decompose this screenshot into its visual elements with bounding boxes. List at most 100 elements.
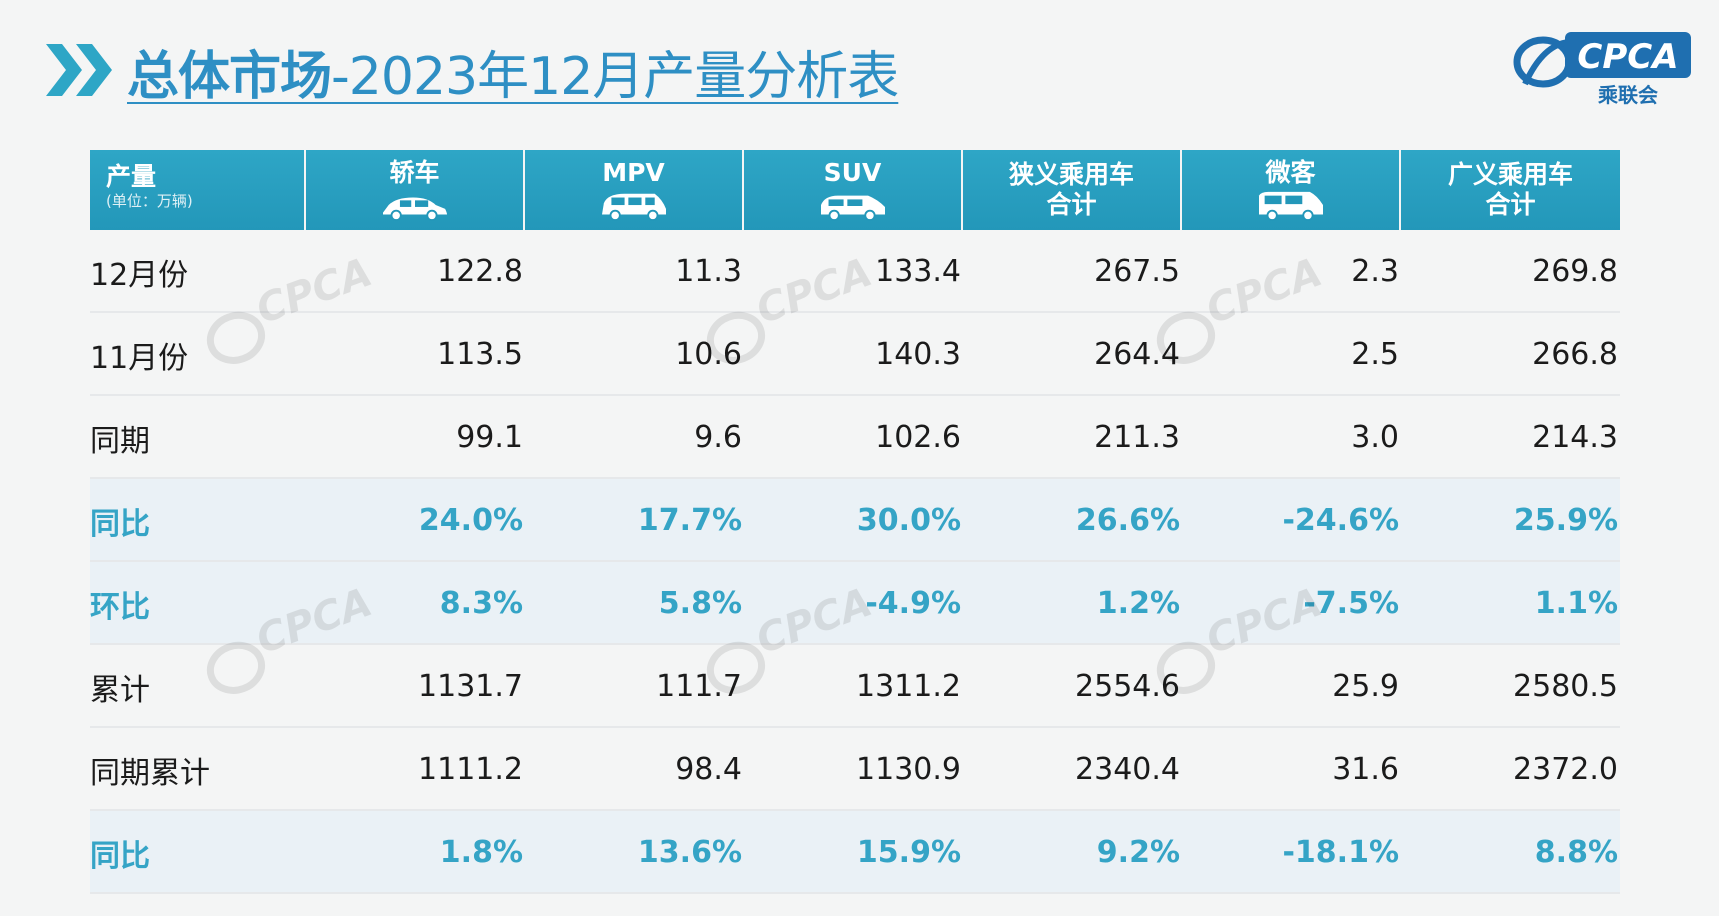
table-cell: 1.2% — [1096, 586, 1180, 621]
table-cell: 1131.7 — [418, 669, 523, 704]
table-header-row: 产量 (单位：万辆) 轿车 MPV SUV 狭义乘用车 合计 微客 广义乘用车合计 — [90, 150, 1620, 230]
page-title-bold: 总体市场 — [127, 47, 332, 107]
row-label: 12月份 — [90, 257, 189, 293]
table-cell: 98.4 — [675, 752, 742, 787]
table-cell: 2.5 — [1351, 337, 1399, 372]
row-label: 同期累计 — [90, 755, 210, 791]
table-cell: 2340.4 — [1075, 752, 1180, 787]
header-text: 微客 — [1265, 158, 1316, 187]
table-cell: 11.3 — [675, 254, 742, 289]
table-cell: -24.6% — [1282, 503, 1399, 538]
table-cell: 122.8 — [437, 254, 523, 289]
table-cell: 266.8 — [1532, 337, 1618, 372]
watermark-text: CPCA — [250, 580, 378, 663]
table-cell: 1130.9 — [856, 752, 961, 787]
table-cell: 2372.0 — [1513, 752, 1618, 787]
watermark-logo: CPCA — [706, 250, 878, 364]
table-row: 同期 99.1 9.6 102.6 211.3 3.0 214.3 — [90, 396, 1620, 479]
production-table: 产量 (单位：万辆) 轿车 MPV SUV 狭义乘用车 合计 微客 广义乘用车合计 12月份… — [90, 150, 1620, 894]
header-text: 广义乘用车 — [1447, 160, 1573, 189]
logo-text: CPCA — [1577, 37, 1678, 77]
table-cell: 26.6% — [1075, 503, 1180, 538]
table-cell: 31.6 — [1332, 752, 1399, 787]
table-row: 同期累计 1111.2 98.4 1130.9 2340.4 31.6 2372.0 — [90, 728, 1620, 811]
table-row: 12月份 122.8 11.3 133.4 267.5 2.3 269.8 — [90, 230, 1620, 313]
double-chevron-icon — [46, 44, 112, 96]
watermark-logo: CPCA — [706, 580, 878, 694]
suv-icon — [820, 195, 885, 222]
table-cell: 102.6 — [875, 420, 961, 455]
table-cell: -18.1% — [1282, 835, 1399, 870]
header-cell-2: MPV — [525, 150, 744, 230]
cpca-logo: CPCA 乘联会 — [1513, 32, 1691, 107]
watermark-text: CPCA — [750, 580, 878, 663]
table-cell: 24.0% — [418, 503, 523, 538]
table-cell: 17.7% — [637, 503, 742, 538]
microvan-icon — [1258, 191, 1323, 222]
header-label: 产量 — [106, 162, 157, 191]
row-label: 11月份 — [90, 340, 189, 376]
table-cell: 133.4 — [875, 254, 961, 289]
watermark-logo: CPCA — [1156, 580, 1328, 694]
table-cell: 214.3 — [1532, 420, 1618, 455]
watermark-text: CPCA — [250, 250, 378, 333]
row-label: 累计 — [90, 672, 150, 708]
watermark-logo: CPCA — [1156, 250, 1328, 364]
table-cell: -7.5% — [1303, 586, 1399, 621]
header-text: MPV — [602, 158, 665, 187]
watermark-text: CPCA — [750, 250, 878, 333]
table-cell: 8.3% — [439, 586, 523, 621]
table-row: 同比 24.0% 17.7% 30.0% 26.6% -24.6% 25.9% — [90, 479, 1620, 562]
table-body: 12月份 122.8 11.3 133.4 267.5 2.3 269.8 11月份 113.5… — [90, 230, 1620, 894]
table-row: 环比 8.3% 5.8% -4.9% 1.2% -7.5% 1.1% — [90, 562, 1620, 645]
table-cell: 25.9 — [1332, 669, 1399, 704]
table-cell: 25.9% — [1513, 503, 1618, 538]
table-cell: 3.0 — [1351, 420, 1399, 455]
table-cell: 140.3 — [875, 337, 961, 372]
header-cell-1: 轿车 — [306, 150, 525, 230]
header-cell-3: SUV — [744, 150, 963, 230]
page-title-rest: -2023年12月产量分析表 — [331, 47, 899, 107]
watermark-logo: CPCA — [206, 250, 378, 364]
header-cell-4: 狭义乘用车 合计 — [963, 150, 1182, 230]
table-cell: 269.8 — [1532, 254, 1618, 289]
header-text: 狭义乘用车 — [1008, 160, 1134, 189]
table-cell: 1.8% — [439, 835, 523, 870]
table-cell: 2.3 — [1351, 254, 1399, 289]
header-label-cell: 产量 (单位：万辆) — [90, 150, 306, 230]
header-text: 轿车 — [389, 158, 440, 187]
table-cell: 99.1 — [456, 420, 523, 455]
row-label: 环比 — [90, 589, 150, 625]
table-cell: 1311.2 — [856, 669, 961, 704]
sedan-icon — [382, 197, 447, 222]
watermark-text: CPCA — [1200, 250, 1328, 333]
table-cell: 1.1% — [1534, 586, 1618, 621]
table-cell: 8.8% — [1534, 835, 1618, 870]
table-cell: -4.9% — [865, 586, 961, 621]
table-row: 累计 1131.7 111.7 1311.2 2554.6 25.9 2580.5 — [90, 645, 1620, 728]
table-cell: 13.6% — [637, 835, 742, 870]
page-title: 总体市场-2023年12月产量分析表 — [127, 34, 899, 109]
row-label: 同期 — [90, 423, 150, 459]
row-label: 同比 — [90, 838, 150, 874]
header-text: SUV — [823, 158, 882, 187]
table-cell: 9.2% — [1096, 835, 1180, 870]
table-row: 同比 1.8% 13.6% 15.9% 9.2% -18.1% 8.8% — [90, 811, 1620, 894]
table-cell: 30.0% — [856, 503, 961, 538]
table-cell: 2580.5 — [1513, 669, 1618, 704]
logo-subtext: 乘联会 — [1597, 83, 1658, 107]
table-cell: 5.8% — [658, 586, 742, 621]
header-text: 合计 — [1046, 190, 1097, 219]
table-cell: 1111.2 — [418, 752, 523, 787]
table-cell: 111.7 — [656, 669, 742, 704]
watermark-logo: CPCA — [206, 580, 378, 694]
mpv-icon — [601, 193, 666, 222]
table-row: 11月份 113.5 10.6 140.3 264.4 2.5 266.8 — [90, 313, 1620, 396]
table-cell: 10.6 — [675, 337, 742, 372]
row-label: 同比 — [90, 506, 150, 542]
table-cell: 2554.6 — [1075, 669, 1180, 704]
table-cell: 264.4 — [1094, 337, 1180, 372]
table-cell: 9.6 — [694, 420, 742, 455]
table-cell: 211.3 — [1094, 420, 1180, 455]
table-cell: 113.5 — [437, 337, 523, 372]
